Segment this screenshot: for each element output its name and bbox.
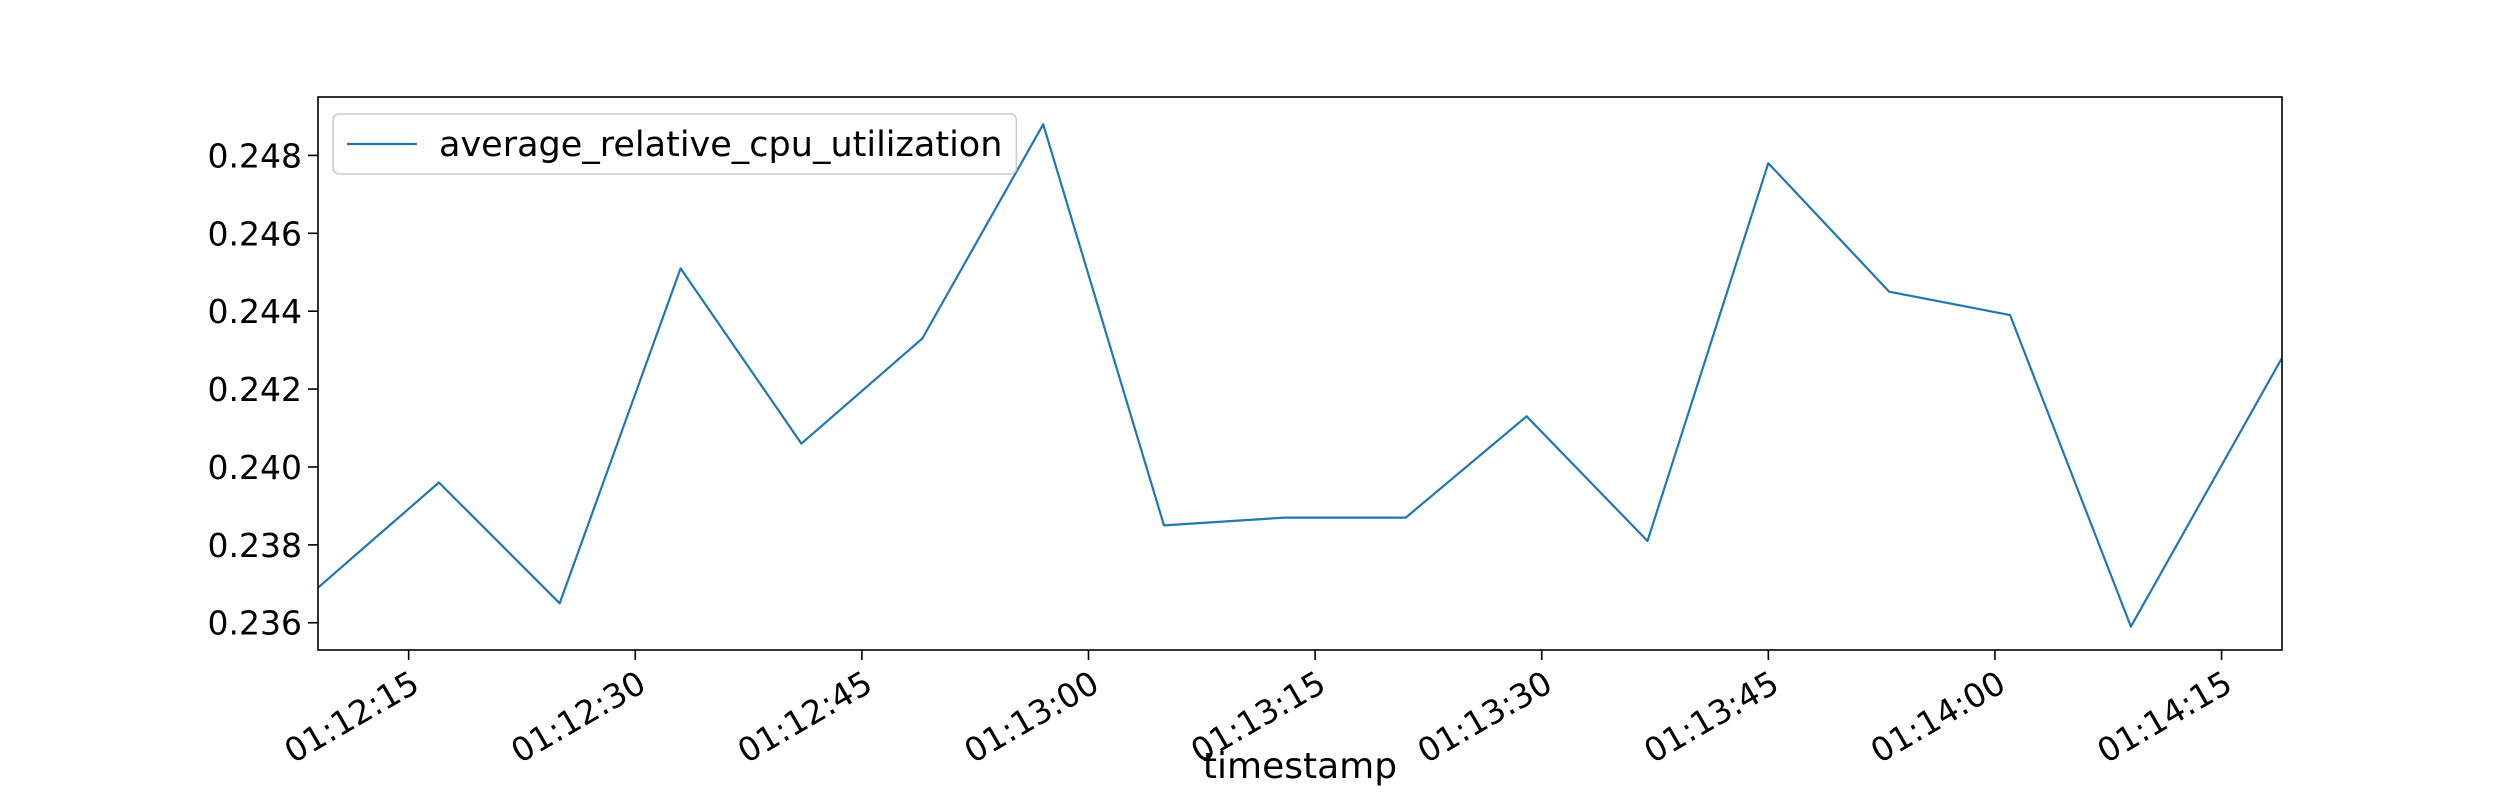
y-tick-label: 0.242 [208, 370, 302, 409]
y-tick-label: 0.244 [208, 292, 302, 331]
x-tick-label: 01:14:00 [1864, 663, 2012, 771]
x-tick-label: 01:13:30 [1411, 663, 1559, 771]
x-axis-label: timestamp [1203, 746, 1397, 787]
legend-label: average_relative_cpu_utilization [439, 125, 1002, 165]
x-tick-label: 01:12:15 [278, 663, 426, 771]
plot-area [317, 96, 2283, 651]
y-tick-label: 0.246 [208, 214, 302, 253]
plot-frame [317, 96, 2283, 651]
legend-box [332, 113, 1018, 175]
x-tick-label: 01:13:45 [1637, 663, 1785, 771]
y-tick-label: 0.248 [208, 136, 302, 175]
series-line-0 [318, 123, 2282, 628]
y-tick-label: 0.238 [208, 526, 302, 565]
x-tick-label: 01:12:45 [731, 663, 879, 771]
legend: average_relative_cpu_utilization [332, 113, 1018, 175]
y-tick-label: 0.240 [208, 448, 302, 487]
y-tick-label: 0.236 [208, 604, 302, 643]
y-axis-ticks: 0.236 0.238 0.240 0.242 0.244 0.246 0.248 [208, 136, 318, 643]
x-tick-label: 01:13:00 [957, 663, 1105, 771]
x-tick-label: 01:12:30 [504, 663, 652, 771]
x-tick-label: 01:14:15 [2091, 663, 2239, 771]
